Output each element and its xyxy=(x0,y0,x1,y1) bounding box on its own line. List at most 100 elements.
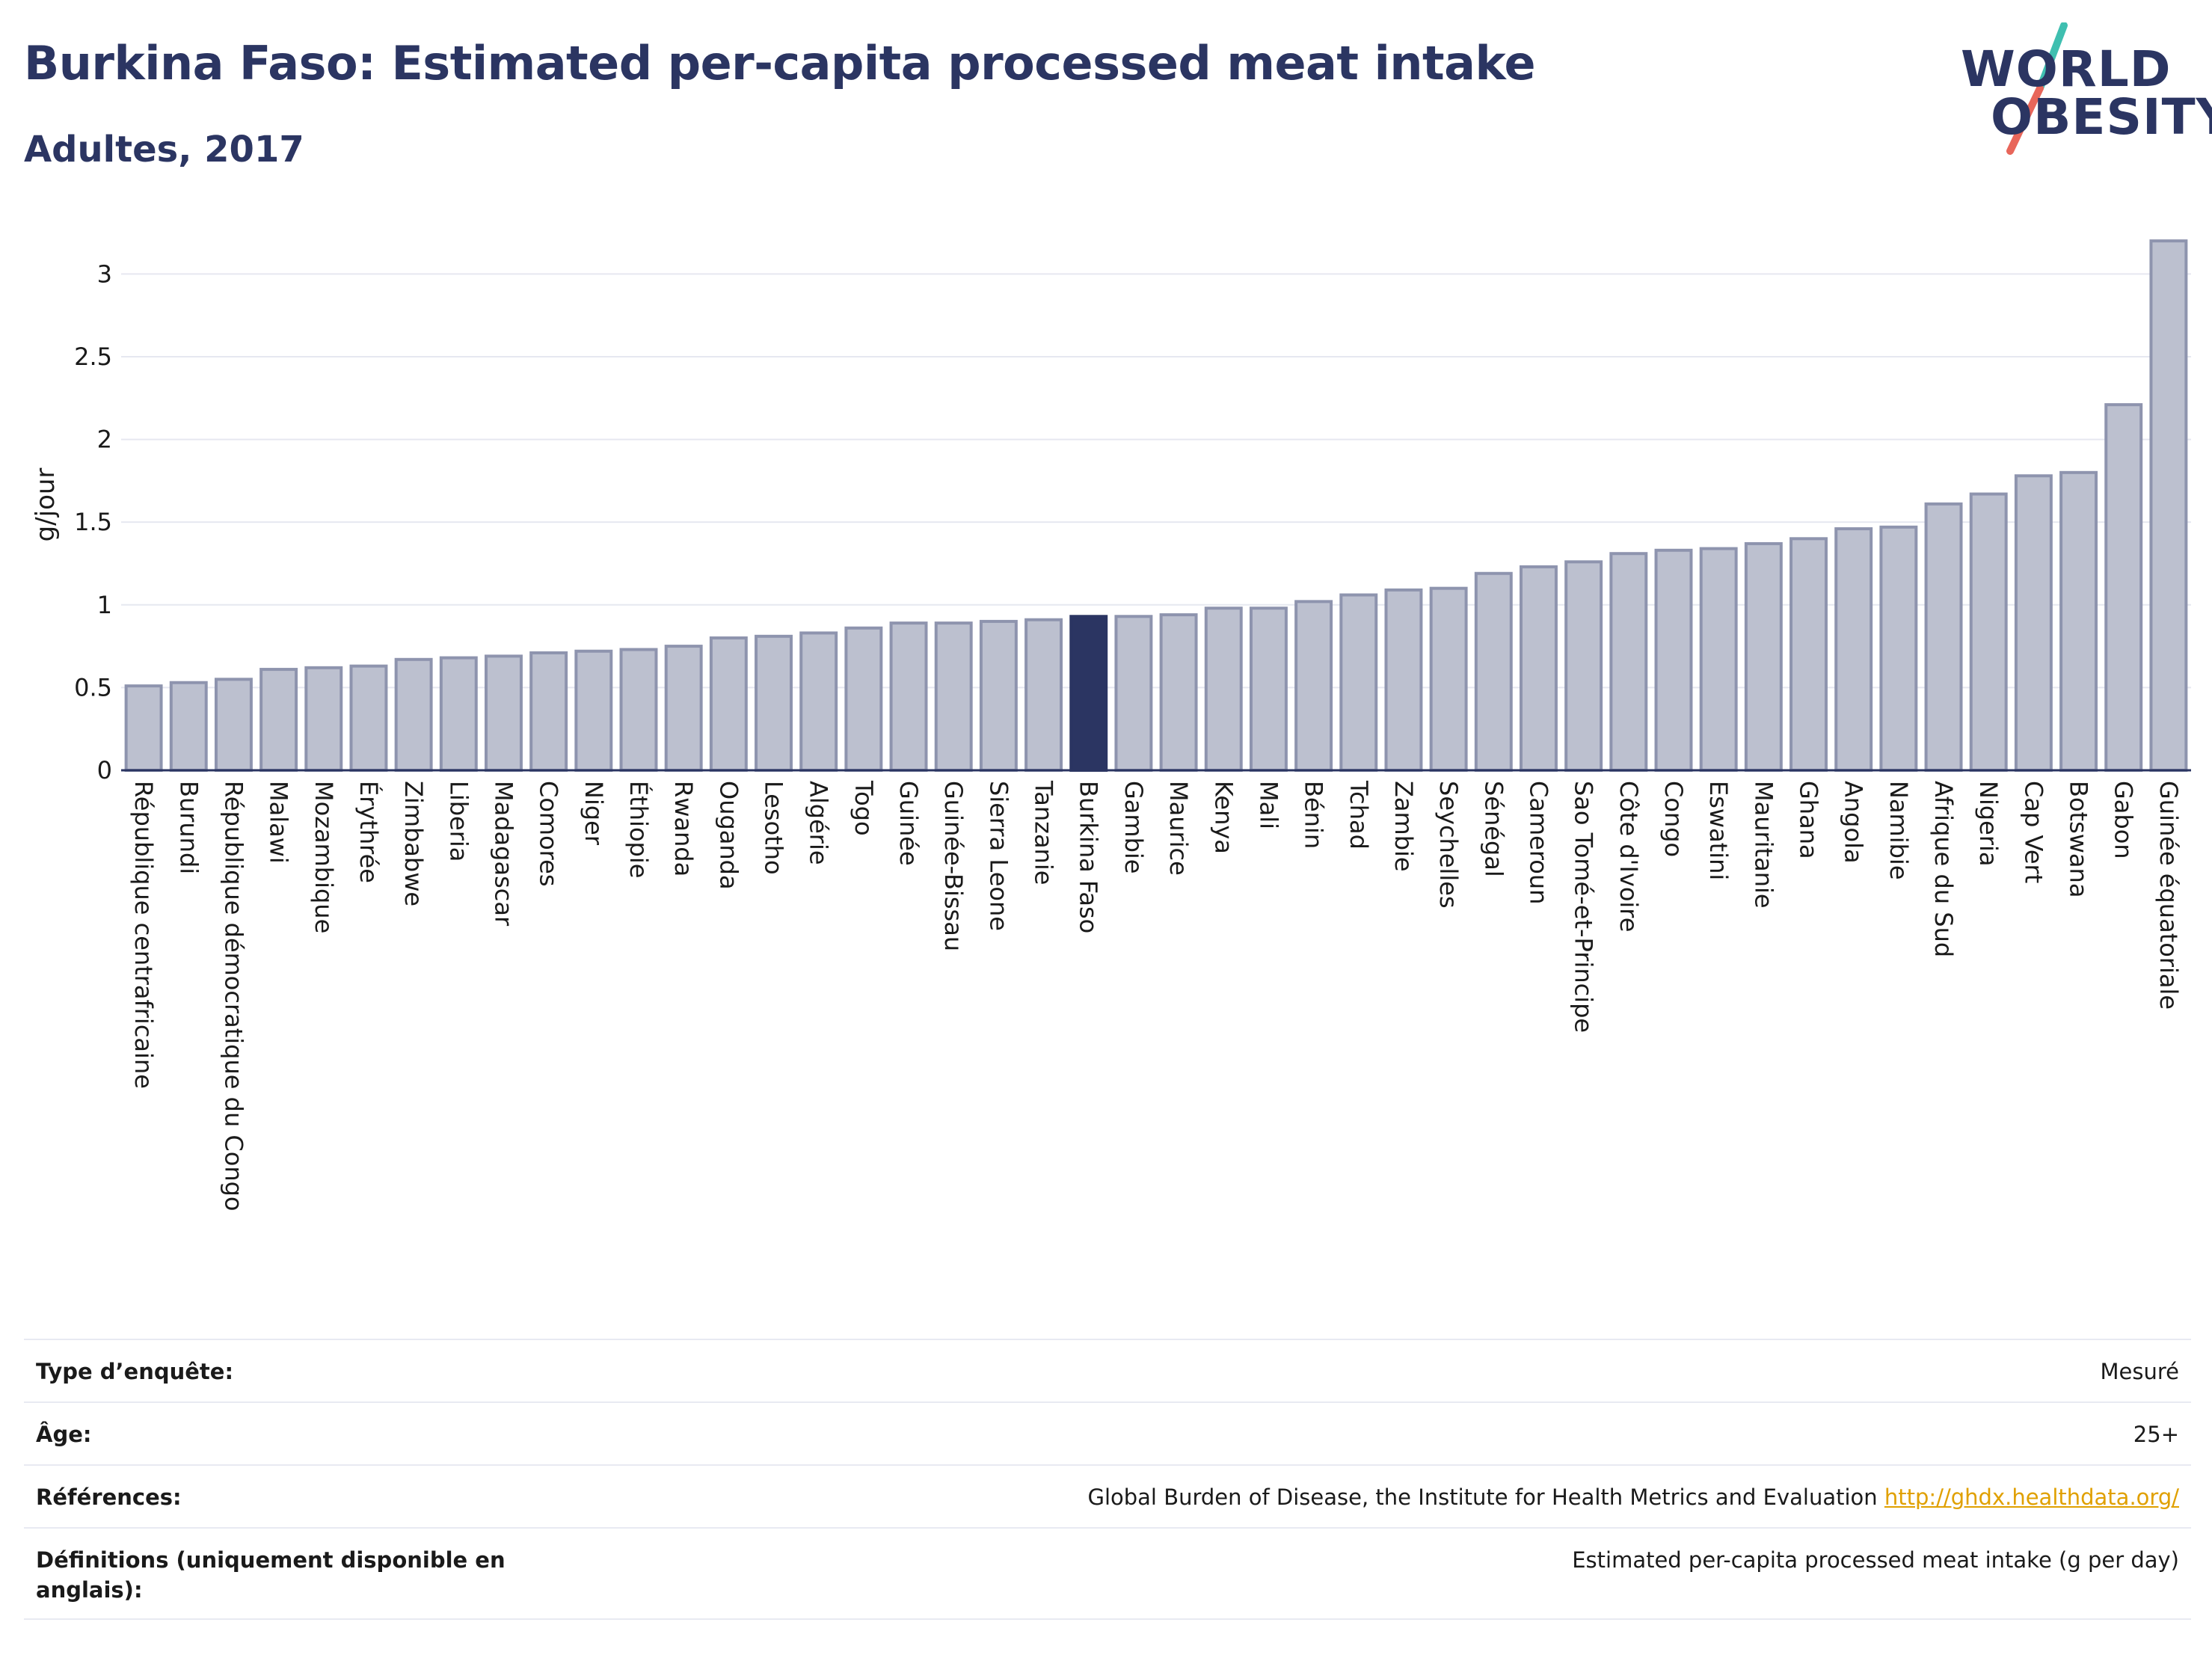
x-tick-label: Mauritanie xyxy=(1749,781,1778,909)
tick-labels: 0 0.5 1 1.5 2 2.5 3 g/jour République centrafric… xyxy=(31,260,2183,1211)
page-title: Burkina Faso: Estimated per-capita proce… xyxy=(24,36,1536,90)
bar[interactable] xyxy=(1654,548,1693,772)
bar[interactable] xyxy=(709,636,748,772)
info-label-definitions: Définitions (uniquement disponible en an… xyxy=(36,1547,506,1603)
x-tick-label: Malawi xyxy=(265,781,293,864)
bar[interactable] xyxy=(1609,552,1648,772)
bar[interactable] xyxy=(1969,492,2008,772)
x-tick-label: Seychelles xyxy=(1434,781,1463,909)
bar[interactable] xyxy=(259,668,298,772)
x-tick-label: Congo xyxy=(1659,781,1688,857)
bar[interactable] xyxy=(1564,560,1603,772)
references-link[interactable]: http://ghdx.healthdata.org/ xyxy=(1884,1484,2179,1510)
x-tick-label: Guinée-Bissau xyxy=(939,781,968,951)
x-tick-label: Liberia xyxy=(444,781,473,862)
bar[interactable] xyxy=(934,621,973,772)
info-label-survey-type: Type d’enquête: xyxy=(36,1359,234,1384)
x-tick-label: Cap Vert xyxy=(2019,781,2047,883)
bar[interactable] xyxy=(1789,537,1828,772)
x-tick-label: Guinée équatoriale xyxy=(2154,781,2183,1010)
x-tick-label: Angola xyxy=(1840,781,1868,864)
x-tick-label: Namibie xyxy=(1884,781,1913,880)
bar[interactable] xyxy=(1520,565,1558,772)
bar[interactable] xyxy=(844,626,883,772)
x-tick-label: Bénin xyxy=(1300,781,1328,849)
bar[interactable] xyxy=(889,621,928,772)
x-tick-label: Zambie xyxy=(1389,781,1418,872)
info-label-references: Références: xyxy=(36,1484,182,1510)
world-obesity-logo: WORLD OBESITY xyxy=(1944,22,2212,157)
bar[interactable] xyxy=(2104,403,2143,772)
bar[interactable] xyxy=(2014,474,2053,772)
bar[interactable] xyxy=(1159,613,1198,772)
bar[interactable] xyxy=(619,648,658,772)
bar[interactable] xyxy=(1744,541,1783,772)
bar[interactable] xyxy=(1339,593,1378,772)
y-tick-label: 3 xyxy=(97,260,112,288)
x-tick-label: Tchad xyxy=(1345,780,1373,850)
logo-text-world: WORLD xyxy=(1961,40,2172,98)
bar[interactable] xyxy=(1384,588,1423,772)
x-tick-label: Madagascar xyxy=(489,781,517,927)
bar[interactable] xyxy=(394,657,433,773)
info-value-survey-type: Mesuré xyxy=(2100,1359,2179,1384)
bar[interactable] xyxy=(1474,571,1513,772)
x-tick-label: Maurice xyxy=(1164,781,1193,876)
bar[interactable] xyxy=(799,631,838,772)
bar[interactable] xyxy=(1024,618,1063,772)
bar[interactable] xyxy=(439,656,478,772)
bar-chart: 0 0.5 1 1.5 2 2.5 3 g/jour République centrafric… xyxy=(31,239,2191,1211)
x-tick-label: Kenya xyxy=(1209,781,1238,854)
info-row-age: Âge: 25+ xyxy=(24,1401,2191,1464)
bar[interactable] xyxy=(574,649,613,773)
bar[interactable] xyxy=(349,664,388,772)
bar[interactable] xyxy=(1924,502,1963,772)
logo-text-obesity: OBESITY xyxy=(1991,88,2212,146)
x-tick-label: Ouganda xyxy=(714,781,743,890)
y-tick-label: 1.5 xyxy=(74,508,112,536)
bars xyxy=(124,239,2188,773)
bar[interactable] xyxy=(1069,615,1108,772)
bar[interactable] xyxy=(664,645,703,772)
x-tick-label: Cameroun xyxy=(1524,781,1552,904)
x-tick-label: Rwanda xyxy=(669,781,698,876)
bar[interactable] xyxy=(1294,600,1333,773)
page-subtitle: Adultes, 2017 xyxy=(24,129,304,171)
info-value-definitions: Estimated per-capita processed meat inta… xyxy=(1572,1547,2179,1573)
bar[interactable] xyxy=(1699,547,1738,772)
x-tick-label: Comores xyxy=(535,781,563,886)
x-tick-label: Mozambique xyxy=(310,781,338,933)
bar[interactable] xyxy=(485,654,523,773)
bar[interactable] xyxy=(2149,239,2188,772)
bar[interactable] xyxy=(214,678,253,772)
bar[interactable] xyxy=(304,666,343,773)
x-tick-label: Sénégal xyxy=(1479,781,1508,877)
x-tick-label: Burundi xyxy=(174,781,203,874)
info-value-age: 25+ xyxy=(2133,1422,2179,1447)
bar[interactable] xyxy=(1879,525,1918,772)
x-tick-label: Sierra Leone xyxy=(984,781,1013,931)
bar[interactable] xyxy=(124,684,163,773)
x-tick-label: Niger xyxy=(580,781,608,846)
info-row-definitions: Définitions (uniquement disponible en an… xyxy=(24,1527,2191,1620)
x-tick-label: Nigeria xyxy=(1974,781,2003,866)
bar[interactable] xyxy=(1834,527,1873,772)
bar[interactable] xyxy=(1204,607,1243,772)
bar[interactable] xyxy=(1249,607,1288,772)
bar[interactable] xyxy=(1114,615,1153,772)
bar[interactable] xyxy=(1429,586,1468,773)
x-tick-label: Éthiopie xyxy=(624,781,653,878)
x-tick-label: Sao Tomé-et-Principe xyxy=(1570,781,1598,1033)
y-tick-label: 1 xyxy=(97,591,112,619)
x-tick-label: Zimbabwe xyxy=(399,781,428,906)
bar[interactable] xyxy=(2059,470,2098,772)
bar[interactable] xyxy=(755,634,793,772)
x-tick-label: Guinée xyxy=(894,781,923,866)
references-text: Global Burden of Disease, the Institute … xyxy=(1087,1484,1878,1510)
bar[interactable] xyxy=(979,619,1018,773)
bar[interactable] xyxy=(529,651,568,772)
logo-slash-icon xyxy=(2006,22,2068,155)
bar[interactable] xyxy=(169,681,208,772)
x-tick-label: Érythrée xyxy=(354,781,383,883)
info-table: Type d’enquête: Mesuré Âge: 25+ Référenc… xyxy=(24,1339,2191,1620)
